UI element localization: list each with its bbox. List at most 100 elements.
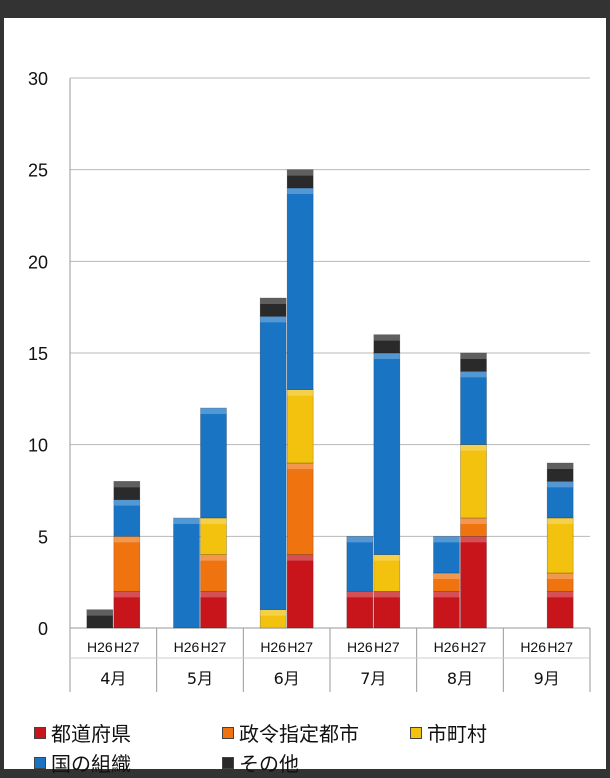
bar-segment-highlight bbox=[287, 188, 314, 194]
bar-segment bbox=[286, 462, 314, 555]
x-tick-label: H27 bbox=[287, 639, 313, 655]
x-tick-label: H27 bbox=[114, 639, 140, 655]
legend-item: 都道府県 bbox=[34, 718, 131, 747]
y-tick-label: 5 bbox=[38, 527, 48, 547]
bar-segment-highlight bbox=[547, 481, 574, 488]
bar-segment bbox=[286, 554, 314, 629]
bar-segment-highlight bbox=[113, 481, 140, 488]
x-group-label: 9月 bbox=[534, 669, 560, 688]
bar-segment-highlight bbox=[260, 609, 287, 616]
legend-item: その他 bbox=[222, 748, 299, 777]
bar-segment bbox=[460, 536, 487, 629]
bar-segment bbox=[173, 517, 200, 629]
bar-segment-highlight bbox=[346, 536, 373, 543]
bar-segment bbox=[286, 169, 314, 189]
bar-segment bbox=[200, 407, 227, 519]
bar-segment-highlight bbox=[200, 408, 227, 414]
x-tick-label: H26 bbox=[260, 639, 286, 655]
bar-segment-highlight bbox=[173, 518, 200, 524]
x-tick-label: H26 bbox=[434, 639, 460, 655]
bar-segment bbox=[200, 554, 227, 592]
x-group-label: 8月 bbox=[447, 669, 473, 688]
bar-segment-highlight bbox=[346, 591, 373, 598]
bar-segment bbox=[460, 444, 487, 519]
y-tick-label: 20 bbox=[28, 252, 48, 272]
x-tick-label: H26 bbox=[174, 639, 200, 655]
x-tick-label: H27 bbox=[547, 639, 573, 655]
bar-segment bbox=[259, 297, 287, 317]
y-tick-label: 25 bbox=[28, 161, 48, 181]
bar-segment-highlight bbox=[547, 518, 574, 524]
legend-swatch bbox=[34, 756, 46, 769]
y-tick-label: 30 bbox=[28, 69, 48, 89]
bar-segment bbox=[286, 389, 314, 464]
legend-swatch bbox=[410, 726, 422, 739]
legend-label: 市町村 bbox=[427, 722, 487, 746]
chart-panel: 0 5 10 15 20 25 30 H26 H27 H26 H27 H26 H27 H26 H27 H26 H… bbox=[4, 18, 606, 776]
bar-segment-highlight bbox=[113, 536, 140, 543]
bar-segment-highlight bbox=[260, 316, 287, 323]
legend-swatch bbox=[222, 756, 234, 769]
y-tick-label: 15 bbox=[28, 344, 48, 364]
legend-item: 市町村 bbox=[410, 718, 487, 747]
bar-segment bbox=[200, 517, 227, 555]
bar-segment-highlight bbox=[287, 389, 314, 396]
bar-segment-highlight bbox=[373, 554, 400, 561]
bar-segment bbox=[460, 352, 487, 372]
legend-swatch bbox=[34, 726, 46, 739]
bar-segment-highlight bbox=[547, 463, 574, 469]
x-group-label: 7月 bbox=[360, 669, 386, 688]
legend-swatch bbox=[222, 726, 234, 739]
bar-segment bbox=[546, 481, 574, 519]
bar-segment-highlight bbox=[460, 444, 487, 451]
bar-segment-highlight bbox=[113, 591, 140, 598]
x-tick-label: H26 bbox=[347, 639, 373, 655]
legend-label: その他 bbox=[239, 752, 299, 776]
x-group-label: 5月 bbox=[187, 669, 213, 688]
x-tick-label: H27 bbox=[461, 639, 487, 655]
bar-segment bbox=[546, 517, 574, 574]
legend-label: 政令指定都市 bbox=[239, 722, 359, 746]
bar-segment-highlight bbox=[547, 573, 574, 579]
bar-segment bbox=[113, 481, 141, 500]
bar-segment-highlight bbox=[113, 499, 140, 506]
legend-item: 政令指定都市 bbox=[222, 718, 359, 747]
bar-segment-highlight bbox=[287, 463, 314, 469]
bar-segment bbox=[373, 334, 401, 354]
bar-segment-highlight bbox=[460, 371, 487, 378]
bar-segment-highlight bbox=[287, 554, 314, 561]
x-tick-label: H26 bbox=[87, 639, 113, 655]
bar-segment bbox=[259, 316, 287, 610]
bar-segment bbox=[433, 536, 460, 574]
bar-segment-highlight bbox=[373, 334, 400, 341]
bar-segment-highlight bbox=[547, 591, 574, 598]
bar-segment-highlight bbox=[200, 554, 227, 561]
bar-segment-highlight bbox=[200, 591, 227, 598]
bar-segment-highlight bbox=[433, 591, 460, 598]
bar-segment bbox=[113, 591, 141, 629]
x-tick-label: H27 bbox=[374, 639, 400, 655]
bar-segment bbox=[113, 536, 141, 592]
bar-segment-highlight bbox=[86, 609, 113, 616]
bar-segment-highlight bbox=[460, 536, 487, 543]
y-tick-label: 10 bbox=[28, 436, 48, 456]
bar-segment-highlight bbox=[287, 169, 314, 176]
bar-segment bbox=[373, 554, 401, 592]
bar-segment-highlight bbox=[260, 298, 287, 304]
x-tick-label: H26 bbox=[520, 639, 546, 655]
bar-segment bbox=[373, 352, 401, 555]
bar-segment bbox=[286, 187, 314, 390]
x-group-label: 4月 bbox=[100, 669, 126, 688]
y-tick-label: 0 bbox=[38, 619, 48, 639]
x-tick-label: H27 bbox=[201, 639, 227, 655]
bar-segment-highlight bbox=[433, 573, 460, 579]
bar-segment bbox=[373, 591, 401, 629]
legend-item: 国の組織 bbox=[34, 748, 131, 777]
legend-label: 国の組織 bbox=[51, 752, 131, 776]
bar-segment-highlight bbox=[373, 353, 400, 359]
x-group-label: 6月 bbox=[274, 669, 300, 688]
bar-segment bbox=[86, 609, 114, 629]
bar-segment bbox=[200, 591, 227, 629]
